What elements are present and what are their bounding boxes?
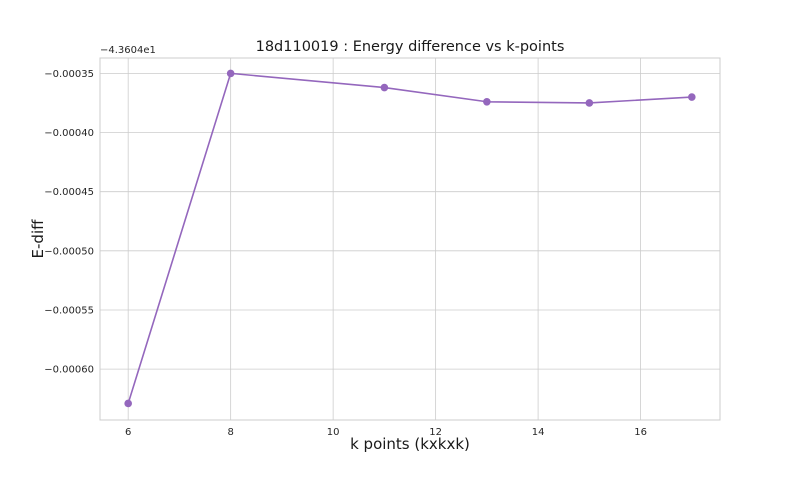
y-axis-ticks: −0.00060 −0.00055 −0.00050 −0.00045 −0.00040… xyxy=(44,69,94,376)
x-tick-label-5: 16 xyxy=(634,427,647,438)
y-tick-label-3: −0.00045 xyxy=(44,187,94,198)
y-tick-label-0: −0.00060 xyxy=(44,365,94,376)
y-tick-label-1: −0.00055 xyxy=(44,305,94,316)
data-point-3 xyxy=(483,97,491,106)
chart-title: 18d110019 : Energy difference vs k-point… xyxy=(256,39,565,55)
y-axis-offset-label: −4.3604e1 xyxy=(100,45,156,56)
data-point-1 xyxy=(226,69,235,78)
y-tick-label-5: −0.00035 xyxy=(44,69,94,80)
data-point-0 xyxy=(124,399,132,408)
x-tick-label-0: 6 xyxy=(125,427,131,438)
x-tick-label-3: 12 xyxy=(429,427,442,438)
x-tick-label-1: 8 xyxy=(227,427,233,438)
grid xyxy=(100,58,720,420)
plot-area-frame xyxy=(99,57,721,421)
y-axis-label: E-diff xyxy=(29,219,47,259)
y-tick-label-4: −0.00040 xyxy=(44,128,94,139)
y-tick-label-2: −0.00050 xyxy=(44,246,94,257)
x-axis-label: k points (kxkxk) xyxy=(350,435,470,453)
series-line-0 xyxy=(127,72,692,404)
x-axis-ticks: 6 8 10 12 14 16 xyxy=(125,427,647,438)
data-point-4 xyxy=(585,99,594,107)
data-point-5 xyxy=(688,93,696,101)
x-tick-label-4: 14 xyxy=(532,427,545,438)
data-point-2 xyxy=(380,83,389,92)
series-layer xyxy=(124,69,696,408)
x-tick-label-2: 10 xyxy=(327,427,340,438)
